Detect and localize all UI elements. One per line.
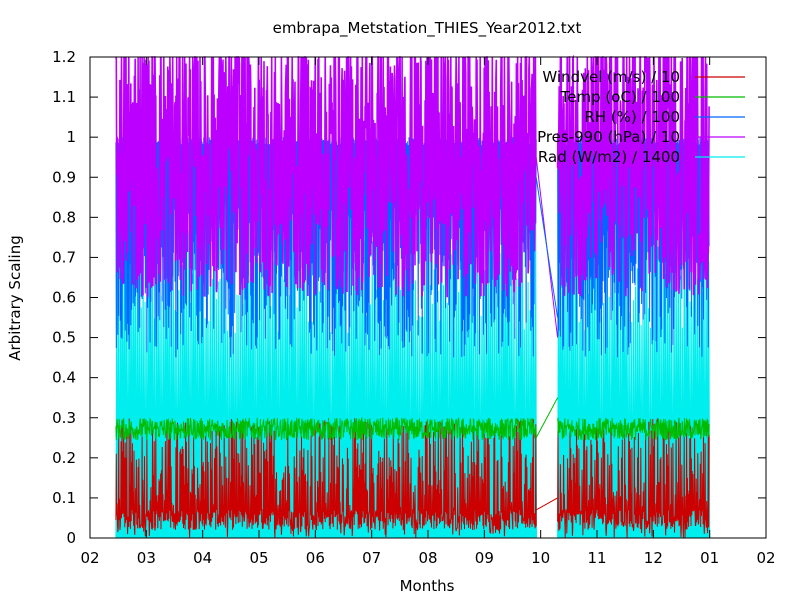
series-line-0-seg1 (557, 418, 710, 538)
y-tick-label-8: 0.8 (52, 208, 76, 226)
legend: Windvel (m/s) / 10 Temp (oC) / 100 RH (%) … (537, 68, 745, 166)
legend-label-1: Temp (oC) / 100 (560, 88, 680, 106)
y-tick-label-0: 0 (66, 529, 76, 547)
y-tick-label-7: 0.7 (52, 248, 76, 266)
x-tick-label-5: 07 (362, 549, 381, 567)
x-tick-label-4: 06 (306, 549, 325, 567)
y-tick-label-4: 0.4 (52, 369, 76, 387)
series-line-0-seg0 (115, 418, 537, 538)
series-0 (115, 418, 710, 538)
chart-title: embrapa_Metstation_THIES_Year2012.txt (273, 19, 582, 38)
x-tick-label-8: 10 (531, 549, 550, 567)
y-tick-label-5: 0.5 (52, 329, 76, 347)
y-tick-label-11: 1.1 (52, 88, 76, 106)
x-tick-label-3: 05 (249, 549, 268, 567)
series-3 (115, 54, 710, 298)
y-tick-label-1: 0.1 (52, 489, 76, 507)
legend-label-2: RH (%) / 100 (584, 108, 680, 126)
y-tick-label-6: 0.6 (52, 289, 76, 307)
x-tick-label-11: 01 (700, 549, 719, 567)
y-tick-label-9: 0.9 (52, 168, 76, 186)
data-layer (115, 54, 711, 539)
series-line-1-seg0 (115, 416, 537, 441)
x-tick-label-6: 08 (418, 549, 437, 567)
gap-connector-2 (535, 397, 559, 439)
gap-connector-1 (535, 177, 559, 318)
y-tick-label-12: 1.2 (52, 48, 76, 66)
x-tick-label-7: 09 (475, 549, 494, 567)
legend-label-0: Windvel (m/s) / 10 (542, 68, 680, 86)
series-line-1-seg1 (557, 417, 710, 441)
x-tick-label-0: 02 (80, 549, 99, 567)
series-1 (115, 416, 710, 441)
x-tick-label-10: 12 (644, 549, 663, 567)
y-axis-label: Arbitrary Scaling (6, 235, 24, 361)
y-tick-label-10: 1 (66, 128, 76, 146)
x-tick-label-12: 02 (756, 549, 775, 567)
y-tick-label-3: 0.3 (52, 409, 76, 427)
legend-label-3: Pres-990 (hPa) / 10 (537, 128, 680, 146)
x-tick-label-2: 04 (193, 549, 212, 567)
axes: 0 0.1 0.2 0.3 0.4 0.5 0.6 0.7 0.8 0.9 1 1.1 1.2 02 03 0… (52, 48, 775, 567)
gap-connector-3 (535, 497, 558, 511)
y-tick-label-2: 0.2 (52, 449, 76, 467)
series-line-3-seg0 (115, 56, 537, 298)
x-axis-label: Months (400, 577, 455, 595)
x-tick-label-9: 11 (587, 549, 606, 567)
series-line-3-seg1 (556, 54, 710, 297)
x-tick-label-1: 03 (137, 549, 156, 567)
legend-label-4: Rad (W/m2) / 1400 (538, 148, 680, 166)
